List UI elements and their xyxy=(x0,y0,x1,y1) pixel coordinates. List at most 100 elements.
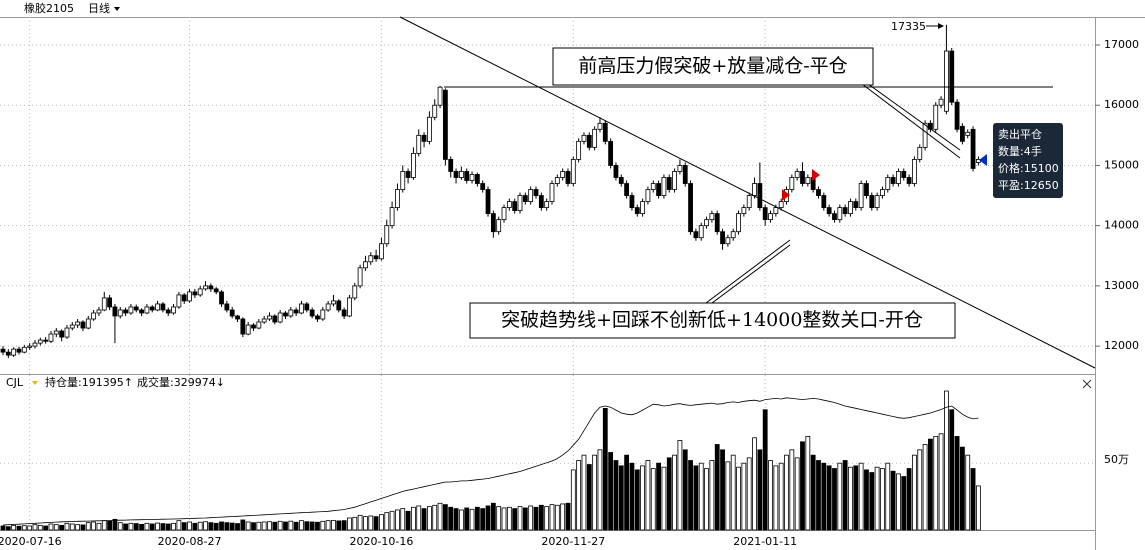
volume-bar xyxy=(442,504,448,531)
candle-body xyxy=(565,171,571,184)
candle-body xyxy=(725,237,731,245)
candle-body xyxy=(304,303,310,311)
candle-body xyxy=(629,195,635,208)
volume-bar xyxy=(752,437,757,531)
volume-bar xyxy=(842,460,848,531)
close-button[interactable] xyxy=(1082,379,1092,389)
volume-bar xyxy=(187,521,192,531)
volume-bar xyxy=(320,520,326,531)
volume-bar xyxy=(91,521,97,531)
volume-bar xyxy=(618,465,624,531)
candle-body xyxy=(970,128,976,169)
volume-bar xyxy=(458,509,464,531)
volume-bar xyxy=(272,521,278,531)
y-tick-label: 16000 xyxy=(1104,98,1139,111)
volume-bar xyxy=(693,465,699,531)
candle-body xyxy=(720,231,725,245)
candle-body xyxy=(160,303,166,311)
volume-bar xyxy=(256,521,262,531)
candle-body xyxy=(698,225,704,239)
candle-body xyxy=(448,159,454,172)
candle-body xyxy=(400,171,406,190)
y-tick-label: 17000 xyxy=(1104,38,1139,51)
volume-bar xyxy=(373,516,379,531)
candle-body xyxy=(640,201,645,215)
candle-body xyxy=(730,231,736,239)
candle-body xyxy=(506,201,512,208)
candle-body xyxy=(192,291,198,296)
volume-bar xyxy=(27,525,33,531)
volume-bar xyxy=(501,507,507,531)
candle-body xyxy=(171,306,176,314)
candle-body xyxy=(613,165,619,178)
candle-body xyxy=(293,309,299,314)
candle-body xyxy=(650,183,656,190)
volume-bar xyxy=(197,521,203,531)
volume-bar xyxy=(581,454,587,531)
volume-bar xyxy=(789,449,795,531)
volume-bar xyxy=(16,525,22,531)
indicator-arrow[interactable] xyxy=(32,381,38,385)
volume-bar xyxy=(661,466,667,531)
candle-body xyxy=(858,183,864,208)
volume-bar xyxy=(347,517,352,531)
candle-body xyxy=(64,327,70,338)
candle-body xyxy=(490,213,496,233)
candle-body xyxy=(522,195,528,202)
volume-bar xyxy=(970,468,976,531)
candle-body xyxy=(533,189,539,196)
candle-body xyxy=(661,177,667,196)
candle-body xyxy=(187,291,192,302)
candle-body xyxy=(288,309,294,317)
open-interest-line xyxy=(2,397,979,526)
candle-body xyxy=(554,177,560,184)
period[interactable]: 日线 xyxy=(88,1,110,15)
volume-bar xyxy=(309,521,315,531)
volume-bar xyxy=(874,466,880,531)
x-tick-label: 2020-08-27 xyxy=(158,535,222,548)
volume-bar xyxy=(0,525,6,531)
volume-bar xyxy=(43,525,49,531)
volume-bar xyxy=(432,504,438,531)
volume-bar xyxy=(565,502,571,531)
candle-body xyxy=(416,134,422,154)
dropdown-arrow[interactable] xyxy=(114,7,120,11)
tooltip-line: 平盈:12650 xyxy=(998,179,1059,192)
volume-bar xyxy=(117,522,123,531)
volume-bar xyxy=(672,454,677,531)
candle-body xyxy=(704,219,709,227)
volume-bar xyxy=(778,462,784,531)
x-tick-label: 2021-01-11 xyxy=(733,535,797,548)
volume-bar xyxy=(848,466,853,531)
tooltip-line: 卖出平仓 xyxy=(998,127,1042,141)
candle-body xyxy=(261,318,267,323)
candle-body xyxy=(789,177,795,190)
candle-body xyxy=(597,122,603,130)
volume-bar xyxy=(490,502,496,531)
candle-body xyxy=(53,330,59,335)
volume-bar xyxy=(885,462,891,531)
candle-body xyxy=(906,177,912,184)
candle-body xyxy=(11,348,17,356)
volume-bar xyxy=(613,460,619,531)
volume-bar xyxy=(251,522,256,531)
candle-body xyxy=(480,183,486,190)
volume-bar xyxy=(240,519,246,531)
volume-bar xyxy=(352,516,358,531)
volume-bar xyxy=(864,469,869,531)
volume-bar xyxy=(283,521,288,531)
volume-bar xyxy=(768,460,773,531)
volume-bar xyxy=(363,516,368,531)
volume-bar xyxy=(602,408,608,531)
volume-bar xyxy=(32,524,38,531)
candle-body xyxy=(736,213,741,233)
candle-body xyxy=(453,171,459,178)
volume-bar xyxy=(597,449,603,531)
symbol: 橡胶2105 xyxy=(24,1,74,15)
volume-bar xyxy=(960,446,965,531)
candle-body xyxy=(912,159,917,184)
candle-body xyxy=(586,134,592,148)
volume-bar xyxy=(85,522,91,531)
x-tick-label: 2020-11-27 xyxy=(541,535,605,548)
volume-bar xyxy=(544,506,550,531)
